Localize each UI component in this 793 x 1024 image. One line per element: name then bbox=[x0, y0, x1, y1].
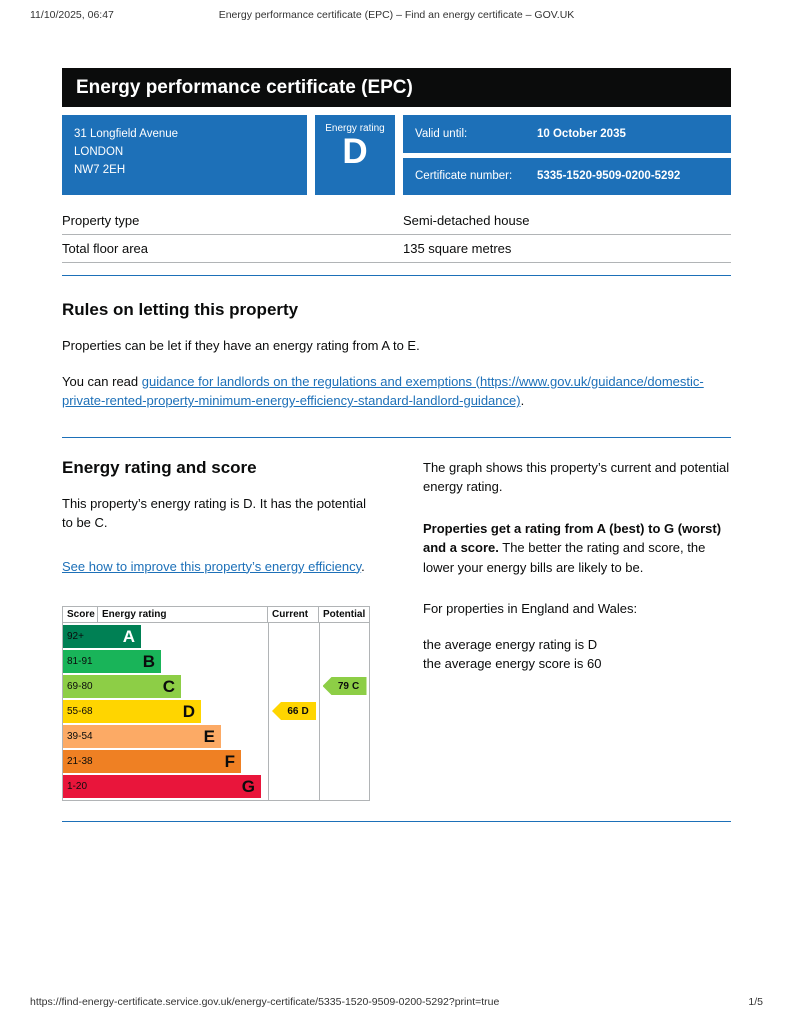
rating-summary-text: This property’s energy rating is D. It h… bbox=[62, 495, 366, 531]
certificate-summary: 31 Longfield Avenue LONDON NW7 2EH Energ… bbox=[62, 115, 731, 195]
total-floor-area-label: Total floor area bbox=[62, 241, 148, 256]
improve-efficiency-link[interactable]: See how to improve this property’s energ… bbox=[62, 558, 362, 574]
epc-bands: 92+ A 81-91 B 69-80 C 55-68 D 39-54 E 21-38 F 1-20 G bbox=[63, 623, 268, 800]
section-divider bbox=[62, 275, 731, 276]
rating-left-column: Energy rating and score This property’s … bbox=[62, 457, 370, 801]
table-row: Property type Semi-detached house bbox=[62, 207, 731, 235]
rating-right-column: The graph shows this property’s current … bbox=[423, 458, 731, 674]
current-rating-marker: 66 D bbox=[272, 702, 316, 720]
section-divider bbox=[62, 436, 731, 438]
region-line: For properties in England and Wales: bbox=[423, 601, 638, 616]
section-divider bbox=[62, 821, 731, 822]
epc-chart: Score Energy rating Current Potential 92… bbox=[62, 606, 370, 801]
property-type-value: Semi-detached house bbox=[403, 213, 530, 228]
potential-rating-column: 79 C bbox=[319, 623, 369, 800]
potential-rating-marker: 79 C bbox=[322, 677, 367, 695]
rules-paragraph: Properties can be let if they have an en… bbox=[62, 338, 420, 353]
chart-header-score: Score bbox=[63, 607, 98, 622]
valid-until-value: 10 October 2035 bbox=[537, 127, 626, 140]
validity-boxes: Valid until: 10 October 2035 Certificate… bbox=[403, 115, 731, 195]
property-details-table: Property type Semi-detached house Total … bbox=[62, 207, 731, 263]
read-prefix: You can read bbox=[62, 373, 142, 389]
rating-heading: Energy rating and score bbox=[62, 457, 257, 477]
epc-band-row: 39-54 E bbox=[63, 724, 268, 749]
potential-score: 79 bbox=[337, 680, 349, 692]
chart-header-energy-rating: Energy rating bbox=[98, 607, 268, 622]
energy-rating-label: Energy rating bbox=[325, 123, 385, 134]
average-rating-line: the average energy rating is D bbox=[423, 636, 598, 652]
improve-paragraph: See how to improve this property’s energ… bbox=[62, 557, 370, 577]
epc-chart-header: Score Energy rating Current Potential bbox=[63, 607, 369, 623]
improve-suffix: . bbox=[361, 558, 365, 574]
epc-banner-title: Energy performance certificate (EPC) bbox=[76, 76, 413, 98]
averages-block: the average energy rating is D the avera… bbox=[423, 635, 731, 674]
ratings-explainer-rest: The better the rating and score, the low… bbox=[423, 540, 706, 575]
certificate-number-box: Certificate number: 5335-1520-9509-0200-… bbox=[403, 157, 731, 195]
address-line-1: 31 Longfield Avenue bbox=[74, 128, 179, 140]
print-page-indicator: 1/5 bbox=[748, 996, 763, 1008]
print-datetime: 11/10/2025, 06:47 bbox=[30, 9, 114, 21]
epc-band-row: 69-80 C bbox=[63, 674, 268, 699]
certificate-number-value: 5335-1520-9509-0200-5292 bbox=[537, 170, 681, 183]
print-footer-url: https://find-energy-certificate.service.… bbox=[30, 996, 500, 1008]
browser-print-header: 11/10/2025, 06:47 Energy performance cer… bbox=[0, 9, 793, 23]
print-page-title: Energy performance certificate (EPC) – F… bbox=[218, 9, 575, 21]
chart-header-current: Current bbox=[268, 607, 319, 622]
potential-letter: C bbox=[351, 680, 360, 692]
table-row: Total floor area 135 square metres bbox=[62, 235, 731, 263]
total-floor-area-value: 135 square metres bbox=[403, 241, 512, 256]
valid-until-label: Valid until: bbox=[415, 127, 468, 140]
property-type-label: Property type bbox=[62, 213, 140, 228]
read-suffix: . bbox=[520, 393, 525, 408]
address-line-2: LONDON bbox=[74, 145, 124, 158]
energy-rating-section: Energy rating and score This property’s … bbox=[62, 457, 731, 801]
energy-rating-value: D bbox=[342, 132, 368, 171]
certificate-page: Energy performance certificate (EPC) 31 … bbox=[62, 68, 731, 822]
address-line-3: NW7 2EH bbox=[74, 163, 126, 176]
energy-rating-box: Energy rating D bbox=[315, 115, 395, 195]
landlord-guidance-paragraph: You can read guidance for landlords on t… bbox=[62, 372, 731, 411]
current-score: 66 bbox=[287, 705, 299, 717]
current-letter: D bbox=[301, 705, 309, 717]
landlord-guidance-link[interactable]: guidance for landlords on the regulation… bbox=[62, 373, 704, 409]
rules-heading: Rules on letting this property bbox=[62, 300, 299, 319]
current-rating-column: 66 D bbox=[268, 623, 319, 800]
browser-print-footer: https://find-energy-certificate.service.… bbox=[30, 996, 763, 1008]
average-score-line: the average energy score is 60 bbox=[423, 656, 602, 671]
valid-until-box: Valid until: 10 October 2035 bbox=[403, 115, 731, 153]
certificate-number-label: Certificate number: bbox=[415, 170, 513, 183]
chart-header-potential: Potential bbox=[323, 609, 366, 620]
property-address-box: 31 Longfield Avenue LONDON NW7 2EH bbox=[62, 115, 307, 195]
epc-band-row: 55-68 D bbox=[63, 699, 268, 724]
epc-band-row: 1-20 G bbox=[63, 774, 268, 799]
graph-intro-text: The graph shows this property’s current … bbox=[423, 459, 730, 495]
epc-chart-body: 92+ A 81-91 B 69-80 C 55-68 D 39-54 E 21-38 F 1-20 G … bbox=[63, 623, 369, 800]
ratings-explainer-text: Properties get a rating from A (best) to… bbox=[423, 519, 731, 578]
epc-band-row: 21-38 F bbox=[63, 749, 268, 774]
ratings-explainer-bold: Properties get a rating from A (best) to… bbox=[423, 520, 722, 556]
epc-banner: Energy performance certificate (EPC) bbox=[62, 68, 731, 107]
epc-band-row: 92+ A bbox=[63, 624, 268, 649]
epc-band-row: 81-91 B bbox=[63, 649, 268, 674]
